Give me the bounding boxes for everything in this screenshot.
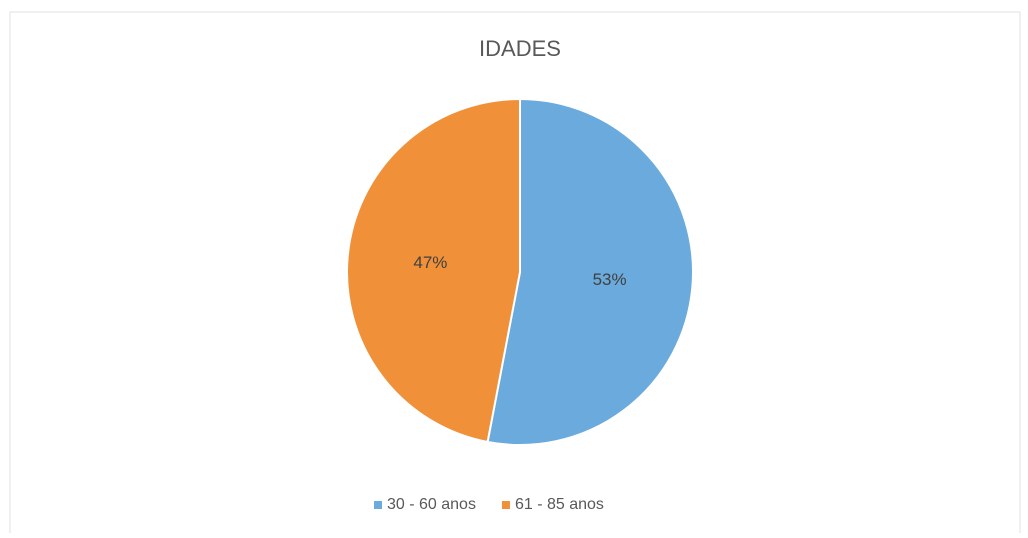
pie-slice (345, 97, 521, 444)
legend-swatch (374, 501, 382, 509)
chart-title: IDADES (479, 36, 561, 61)
pie-slice (486, 97, 694, 446)
legend-label: 61 - 85 anos (515, 496, 604, 513)
data-label: 53% (593, 270, 627, 289)
legend-label: 30 - 60 anos (387, 496, 476, 513)
legend-swatch (501, 501, 510, 509)
data-label: 47% (413, 253, 447, 272)
